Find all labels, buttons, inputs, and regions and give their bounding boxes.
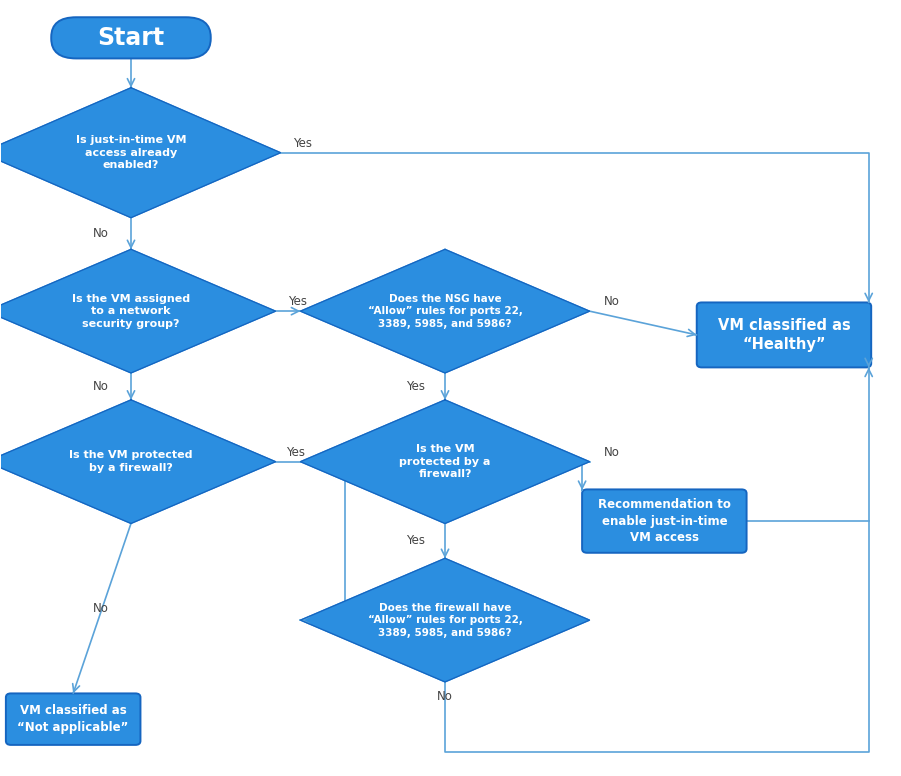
Text: Is the VM protected
by a firewall?: Is the VM protected by a firewall? [69,451,193,473]
FancyBboxPatch shape [6,694,141,745]
FancyBboxPatch shape [696,303,871,367]
Polygon shape [300,249,589,373]
Text: VM classified as
“Not applicable”: VM classified as “Not applicable” [17,705,129,734]
Text: Start: Start [97,26,165,50]
Text: No: No [93,227,109,240]
Text: Yes: Yes [286,445,305,459]
Text: Yes: Yes [405,380,424,393]
Polygon shape [300,558,589,682]
Text: Yes: Yes [288,295,307,308]
Polygon shape [0,400,276,524]
Text: No: No [604,445,620,459]
Text: VM classified as
“Healthy”: VM classified as “Healthy” [717,318,851,352]
Polygon shape [0,88,280,218]
Text: Does the firewall have
“Allow” rules for ports 22,
3389, 5985, and 5986?: Does the firewall have “Allow” rules for… [368,603,523,638]
Text: Is just-in-time VM
access already
enabled?: Is just-in-time VM access already enable… [76,135,187,170]
Text: Recommendation to
enable just-in-time
VM access: Recommendation to enable just-in-time VM… [598,498,731,544]
Text: No: No [437,690,453,703]
Text: Is the VM assigned
to a network
security group?: Is the VM assigned to a network security… [72,294,190,328]
Text: No: No [93,602,109,615]
Text: No: No [604,295,620,308]
Text: Yes: Yes [293,137,312,150]
Text: Yes: Yes [405,535,424,547]
Text: Is the VM
protected by a
firewall?: Is the VM protected by a firewall? [399,445,491,479]
Polygon shape [0,249,276,373]
Text: Does the NSG have
“Allow” rules for ports 22,
3389, 5985, and 5986?: Does the NSG have “Allow” rules for port… [368,294,523,328]
Text: No: No [93,380,109,393]
FancyBboxPatch shape [51,17,211,58]
FancyBboxPatch shape [582,490,747,553]
Polygon shape [300,400,589,524]
